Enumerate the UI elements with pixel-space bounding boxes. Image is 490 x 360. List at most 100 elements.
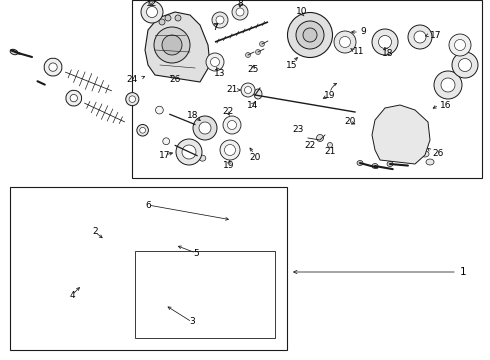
- Ellipse shape: [147, 6, 157, 18]
- Ellipse shape: [408, 25, 432, 49]
- Text: 19: 19: [223, 161, 235, 170]
- Bar: [135, 251, 275, 338]
- Text: 18: 18: [187, 111, 199, 120]
- Ellipse shape: [303, 28, 317, 42]
- Ellipse shape: [155, 106, 163, 114]
- Ellipse shape: [378, 36, 392, 49]
- Ellipse shape: [357, 161, 363, 166]
- Text: 20: 20: [344, 117, 356, 126]
- Ellipse shape: [182, 145, 196, 159]
- Ellipse shape: [49, 63, 57, 71]
- Bar: [10, 187, 287, 350]
- Ellipse shape: [199, 155, 206, 161]
- Ellipse shape: [220, 140, 240, 160]
- Circle shape: [159, 19, 165, 25]
- Ellipse shape: [211, 58, 220, 67]
- Ellipse shape: [288, 13, 333, 58]
- Ellipse shape: [452, 52, 478, 78]
- Ellipse shape: [232, 4, 248, 20]
- Text: 22: 22: [222, 107, 234, 116]
- Circle shape: [175, 15, 181, 21]
- Text: 7: 7: [212, 23, 218, 32]
- Circle shape: [260, 41, 265, 46]
- Text: 17: 17: [159, 150, 171, 159]
- Text: 8: 8: [237, 0, 243, 9]
- Ellipse shape: [227, 121, 237, 130]
- Text: 19: 19: [324, 90, 336, 99]
- Text: 5: 5: [193, 248, 199, 257]
- Text: 24: 24: [127, 76, 138, 85]
- Bar: [132, 0, 482, 178]
- Ellipse shape: [317, 135, 323, 141]
- Ellipse shape: [137, 125, 148, 136]
- Ellipse shape: [176, 139, 202, 165]
- Ellipse shape: [372, 29, 398, 55]
- Text: 21: 21: [227, 85, 238, 94]
- Circle shape: [255, 49, 261, 54]
- Ellipse shape: [163, 138, 170, 145]
- Text: 22: 22: [304, 140, 316, 149]
- Text: 21: 21: [324, 148, 336, 157]
- Ellipse shape: [384, 117, 420, 153]
- Ellipse shape: [236, 8, 244, 16]
- Ellipse shape: [459, 58, 471, 72]
- Ellipse shape: [241, 83, 255, 97]
- Ellipse shape: [44, 58, 62, 76]
- Ellipse shape: [334, 31, 356, 53]
- Ellipse shape: [141, 1, 163, 23]
- Ellipse shape: [372, 163, 378, 168]
- Circle shape: [162, 35, 182, 55]
- Text: 26: 26: [170, 76, 181, 85]
- Polygon shape: [372, 105, 430, 164]
- Text: 3: 3: [189, 318, 195, 327]
- Text: 2: 2: [92, 228, 98, 237]
- Text: 17: 17: [430, 31, 441, 40]
- Text: 23: 23: [293, 126, 304, 135]
- Ellipse shape: [426, 159, 434, 165]
- Ellipse shape: [212, 12, 228, 28]
- Text: 26: 26: [432, 148, 443, 158]
- Ellipse shape: [414, 31, 426, 43]
- Ellipse shape: [140, 127, 146, 133]
- Text: 25: 25: [247, 66, 259, 75]
- Ellipse shape: [223, 116, 241, 134]
- Ellipse shape: [129, 96, 136, 102]
- Text: 13: 13: [214, 69, 226, 78]
- Text: 6: 6: [145, 201, 151, 210]
- Ellipse shape: [216, 16, 224, 24]
- Ellipse shape: [411, 155, 419, 161]
- Ellipse shape: [421, 151, 429, 157]
- Text: 18: 18: [382, 49, 394, 58]
- Text: 15: 15: [286, 60, 298, 69]
- Ellipse shape: [10, 49, 18, 55]
- Ellipse shape: [327, 143, 333, 148]
- Text: 9: 9: [360, 27, 366, 36]
- Ellipse shape: [340, 36, 350, 48]
- Text: 11: 11: [353, 48, 365, 57]
- Ellipse shape: [206, 53, 224, 71]
- Ellipse shape: [245, 86, 251, 94]
- Ellipse shape: [387, 162, 393, 166]
- Text: 14: 14: [247, 102, 259, 111]
- Ellipse shape: [441, 78, 455, 92]
- Ellipse shape: [455, 40, 466, 50]
- Ellipse shape: [70, 94, 77, 102]
- Ellipse shape: [254, 89, 262, 99]
- Ellipse shape: [197, 123, 205, 130]
- Ellipse shape: [224, 144, 236, 156]
- Text: 4: 4: [69, 291, 75, 300]
- Ellipse shape: [393, 126, 411, 144]
- Ellipse shape: [434, 71, 462, 99]
- Circle shape: [245, 53, 250, 58]
- Text: 16: 16: [440, 100, 451, 109]
- Polygon shape: [145, 12, 210, 82]
- Ellipse shape: [449, 34, 471, 56]
- Circle shape: [165, 15, 171, 21]
- Ellipse shape: [66, 90, 82, 106]
- Ellipse shape: [126, 93, 139, 106]
- Text: 10: 10: [296, 8, 308, 17]
- Ellipse shape: [199, 122, 211, 134]
- Ellipse shape: [296, 21, 324, 49]
- Text: 1: 1: [460, 267, 466, 277]
- Text: 12: 12: [147, 0, 158, 8]
